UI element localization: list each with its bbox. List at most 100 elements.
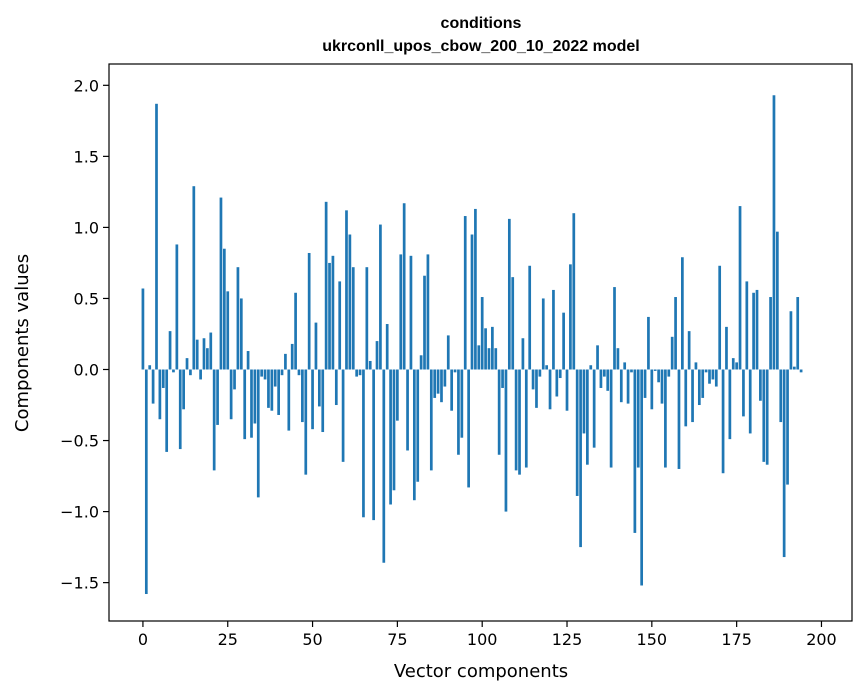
bar [535, 369, 538, 408]
bar [362, 369, 365, 518]
bar [345, 210, 348, 370]
y-tick-label: 0.5 [74, 289, 99, 308]
bar [158, 369, 162, 420]
bar [613, 287, 616, 370]
bar [185, 358, 189, 370]
y-axis-ticks: −1.5 −1.0 −0.5 0.0 0.5 1.0 1.5 2.0 [60, 76, 109, 593]
bar [718, 265, 722, 370]
bar [558, 369, 562, 379]
bar [348, 234, 352, 370]
bar [626, 369, 630, 404]
bar [385, 324, 389, 370]
bar [226, 291, 230, 370]
bar [521, 338, 525, 370]
bar [460, 369, 464, 438]
bar [497, 369, 501, 455]
bar [141, 288, 145, 370]
bar [538, 369, 542, 377]
bar [304, 369, 308, 475]
bar [548, 369, 552, 410]
bar [555, 369, 559, 397]
bar [311, 369, 314, 430]
y-tick-label: −1.0 [60, 503, 99, 522]
bar [426, 254, 430, 370]
bar [192, 186, 196, 370]
bar [457, 369, 460, 455]
bar [742, 369, 745, 417]
bar [270, 369, 274, 411]
y-tick-label: 1.5 [74, 147, 99, 166]
bar [392, 369, 396, 491]
bar [443, 369, 447, 387]
bar [579, 369, 582, 548]
bar [379, 224, 382, 370]
bar [463, 216, 467, 370]
bar [260, 369, 264, 377]
bar [616, 348, 620, 370]
bar [738, 206, 742, 370]
bar [765, 369, 769, 465]
bar [657, 369, 660, 383]
bar [524, 369, 528, 468]
bar [382, 369, 386, 563]
bar [324, 201, 328, 370]
bar [409, 255, 413, 370]
bar [735, 362, 738, 370]
chart-title: conditions [441, 15, 522, 32]
bar [480, 297, 484, 370]
x-tick-label: 75 [387, 630, 407, 649]
bar [440, 369, 443, 403]
bar [168, 331, 172, 370]
bar [592, 369, 596, 448]
bar [643, 369, 647, 398]
bar [256, 369, 260, 498]
bar [338, 281, 342, 370]
bar [609, 369, 613, 468]
bar [341, 369, 345, 462]
bar [178, 369, 182, 450]
bar [589, 365, 593, 370]
bar [755, 289, 759, 370]
bar [161, 369, 165, 388]
bar [701, 369, 705, 398]
bar [623, 362, 627, 370]
bar [484, 328, 487, 370]
bar [511, 277, 515, 370]
bar [687, 331, 691, 370]
bar [195, 339, 199, 370]
bar [731, 358, 735, 370]
bar [776, 231, 779, 370]
bar [789, 311, 793, 370]
x-axis-ticks: 0 25 50 75 100 125 150 175 200 [138, 621, 837, 649]
bar [233, 369, 236, 390]
bar [630, 369, 633, 373]
bar [222, 248, 226, 370]
bar [606, 369, 610, 391]
bar [246, 351, 250, 370]
bar [728, 369, 732, 440]
bar [155, 103, 158, 370]
bar [514, 369, 518, 471]
bar [470, 234, 474, 370]
bar [189, 369, 192, 376]
bar [429, 369, 433, 471]
bar [779, 369, 783, 423]
bar [412, 369, 416, 501]
bar [562, 312, 565, 370]
bar [772, 95, 776, 370]
bar [229, 369, 233, 420]
bar [477, 345, 481, 370]
bar [507, 218, 511, 370]
bar [759, 369, 762, 401]
bar [653, 369, 657, 371]
bar [596, 345, 599, 370]
bar [691, 369, 694, 423]
bar [239, 298, 243, 370]
bar [436, 369, 440, 394]
bar [711, 369, 715, 380]
x-axis-label: Vector components [394, 661, 568, 682]
bar [402, 203, 406, 370]
bar [328, 262, 331, 370]
bar [565, 369, 569, 411]
bar [277, 369, 280, 415]
